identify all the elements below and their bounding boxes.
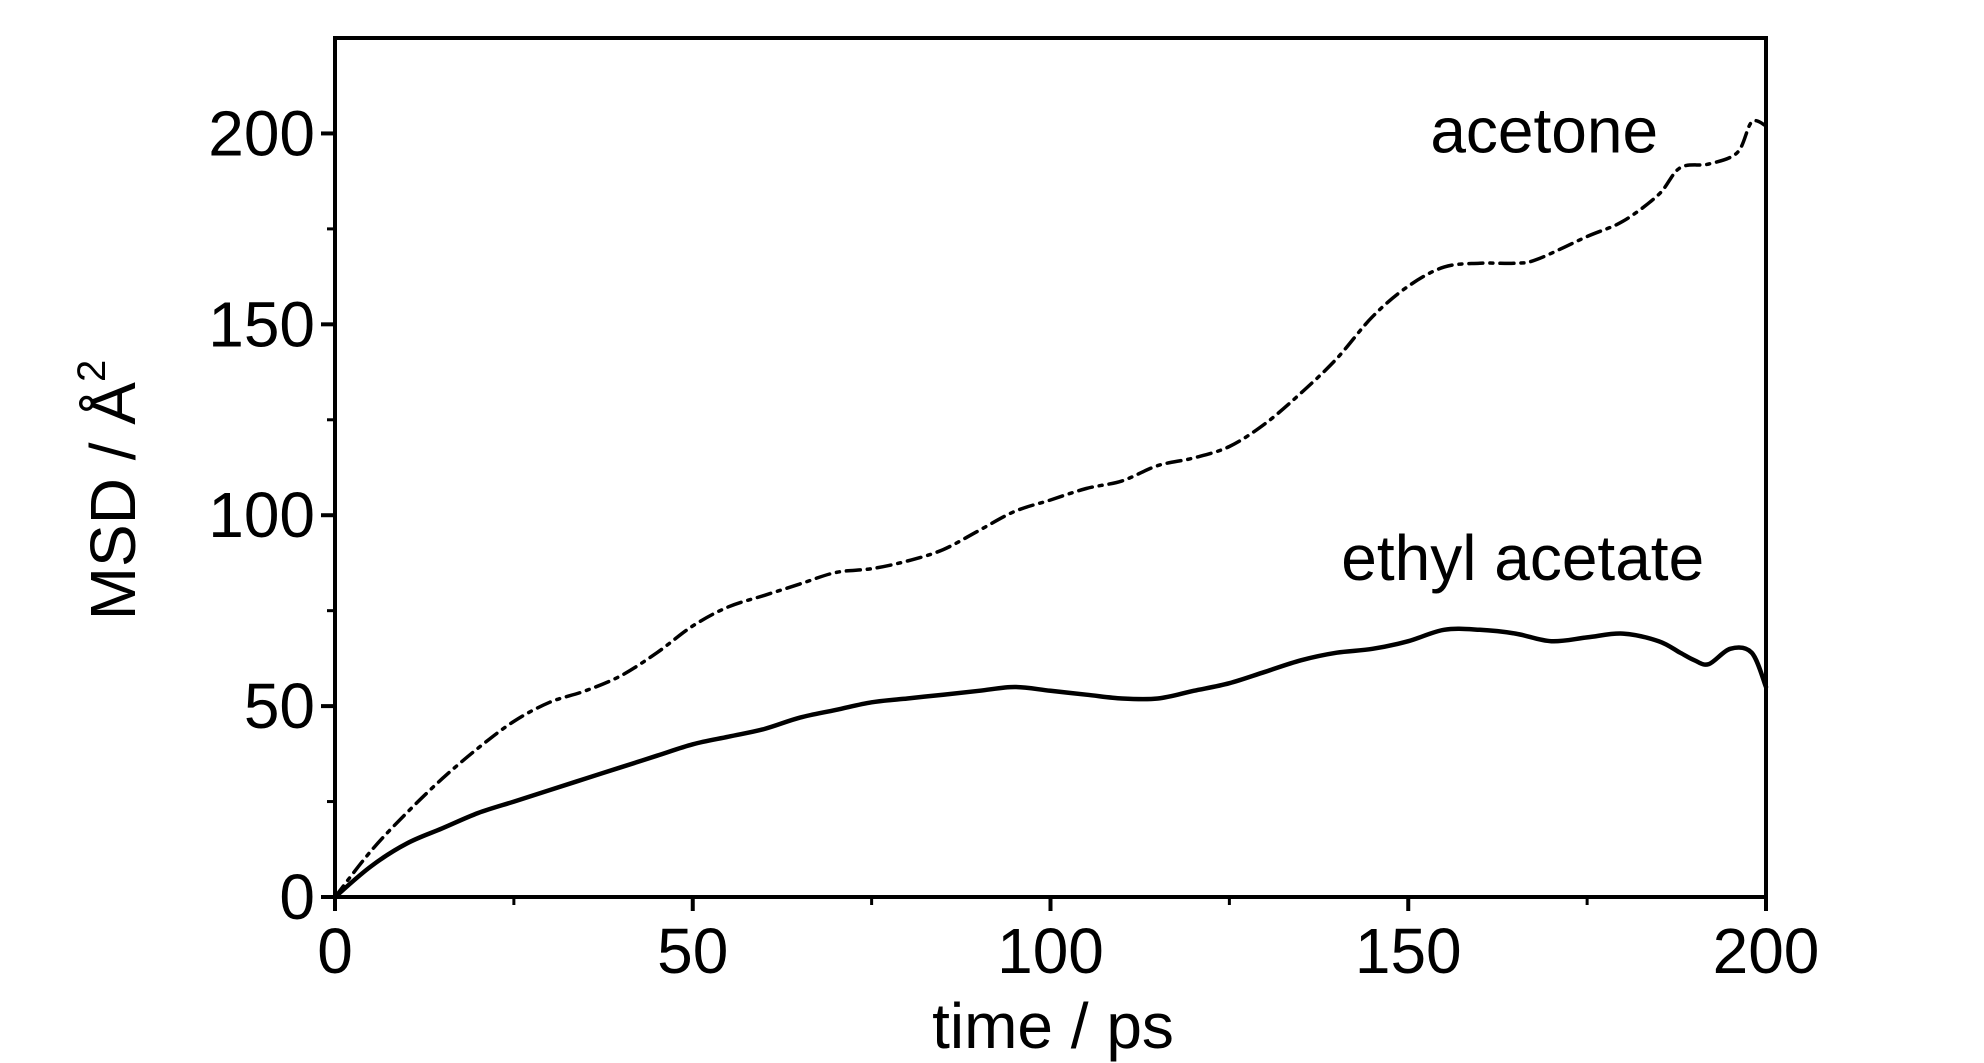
x-axis-title: time / ps	[932, 990, 1174, 1062]
y-tick-label-150: 150	[208, 288, 315, 360]
y-tick-label-200: 200	[208, 97, 315, 169]
x-tick-label-0: 0	[317, 915, 353, 987]
annotation-ethyl-acetate: ethyl acetate	[1341, 522, 1704, 594]
x-tick-label-100: 100	[997, 915, 1104, 987]
y-axis-title: MSD / Å2	[70, 360, 149, 621]
x-tick-label-50: 50	[657, 915, 728, 987]
plot-frame	[333, 36, 1768, 899]
y-tick-label-100: 100	[208, 479, 315, 551]
series-layer	[332, 118, 1769, 900]
y-axis-title-main: MSD / Å	[77, 382, 149, 621]
labels-layer: acetone ethyl acetate	[1341, 95, 1704, 595]
series-line-ethyl-acetate	[332, 626, 1769, 900]
y-axis-title-group: MSD / Å2	[70, 360, 149, 621]
annotation-acetone: acetone	[1430, 95, 1658, 167]
y-tick-label-50: 50	[244, 670, 315, 742]
series-line-acetone	[333, 118, 1768, 899]
y-axis-title-superscript: 2	[70, 360, 114, 382]
plot-area	[333, 36, 1768, 899]
axes-layer: 0 50 100 150 200 0 50 100 150 200	[208, 97, 1819, 987]
y-tick-label-0: 0	[279, 861, 315, 933]
x-tick-label-150: 150	[1355, 915, 1462, 987]
x-tick-label-200: 200	[1713, 915, 1820, 987]
